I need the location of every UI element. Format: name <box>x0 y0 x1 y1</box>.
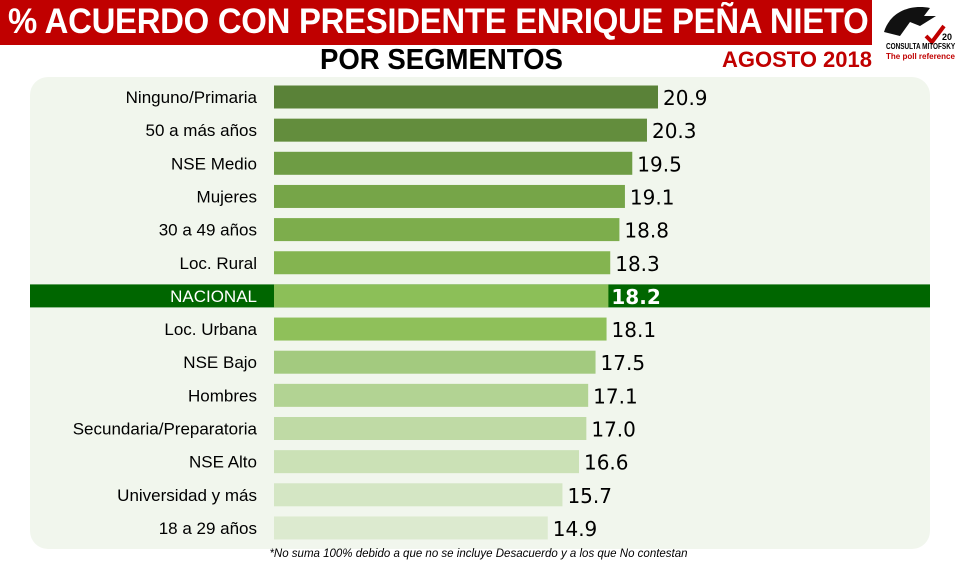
page-title: % ACUERDO CON PRESIDENTE ENRIQUE PEÑA NI… <box>8 2 869 41</box>
logo-name: CONSULTA MITOFSKY <box>886 42 956 51</box>
bar-5 <box>274 251 611 275</box>
bar-0 <box>274 85 658 109</box>
category-label: NSE Medio <box>171 154 257 173</box>
category-label: NACIONAL <box>170 287 257 306</box>
value-label: 16.6 <box>584 451 629 475</box>
title-bar: % ACUERDO CON PRESIDENTE ENRIQUE PEÑA NI… <box>0 0 872 45</box>
value-label: 19.5 <box>637 152 682 176</box>
bar-10 <box>274 417 587 440</box>
bar-9 <box>274 383 589 407</box>
value-label: 18.2 <box>611 285 660 309</box>
footnote: *No suma 100% debido a que no se incluye… <box>269 548 688 560</box>
category-label: Secundaria/Preparatoria <box>73 420 258 439</box>
category-label: NSE Alto <box>189 453 257 472</box>
value-label: 18.3 <box>615 252 660 276</box>
category-label: 50 a más años <box>145 121 257 140</box>
value-label: 20.3 <box>652 119 697 143</box>
value-label: 14.9 <box>553 517 598 541</box>
bar-1 <box>274 118 647 142</box>
value-label: 15.7 <box>567 484 612 508</box>
bar-11 <box>274 450 579 474</box>
logo-tagline: The poll reference <box>886 52 955 61</box>
category-label: 18 a 29 años <box>159 519 257 538</box>
page-subtitle: POR SEGMENTOS <box>320 44 563 76</box>
category-label: Mujeres <box>197 187 257 206</box>
report-date: AGOSTO 2018 <box>722 47 872 72</box>
bar-13 <box>274 516 548 540</box>
category-label: Loc. Rural <box>180 254 257 273</box>
mitofsky-logo-icon: 20 <box>884 7 952 46</box>
category-label: Universidad y más <box>117 486 257 505</box>
category-label: NSE Bajo <box>183 353 257 372</box>
value-label: 17.0 <box>591 418 636 442</box>
bar-12 <box>274 483 563 507</box>
category-label: Hombres <box>188 386 257 405</box>
value-label: 19.1 <box>630 185 675 209</box>
category-label: 30 a 49 años <box>159 221 257 240</box>
bar-8 <box>274 350 596 374</box>
value-label: 18.1 <box>612 318 657 342</box>
value-label: 18.8 <box>624 219 669 243</box>
value-label: 20.9 <box>663 86 708 110</box>
category-label: Loc. Urbana <box>164 320 257 339</box>
bar-2 <box>274 151 633 175</box>
value-label: 17.5 <box>601 351 646 375</box>
bar-3 <box>274 184 625 208</box>
logo-badge: 20 <box>942 32 952 42</box>
bar-6 <box>274 284 609 308</box>
bar-7 <box>274 317 607 341</box>
category-label: Ninguno/Primaria <box>126 88 258 107</box>
value-label: 17.1 <box>593 384 638 408</box>
bar-4 <box>274 218 620 242</box>
